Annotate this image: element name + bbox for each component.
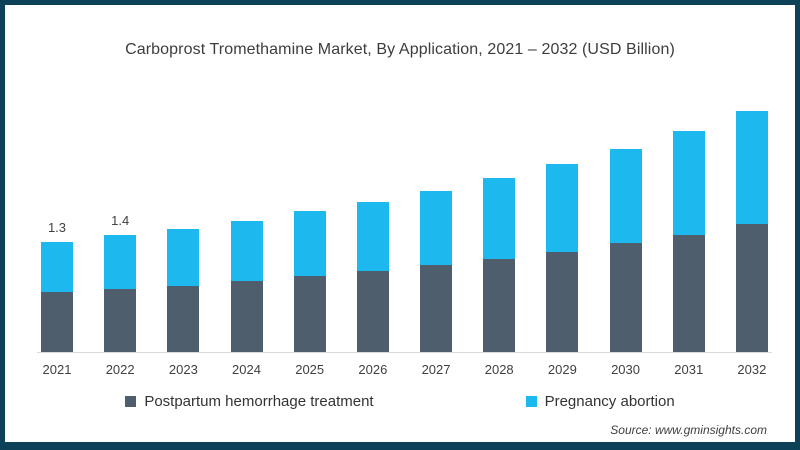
bar-segment-postpartum-2031 — [672, 235, 705, 352]
bar-group-2031 — [669, 105, 709, 352]
bar-segment-pregnancy-2023 — [167, 229, 200, 286]
x-axis-labels: 2021 2022 2023 2024 2025 2026 2027 2028 2029 2030… — [37, 353, 772, 377]
bar-group-2023 — [163, 105, 203, 352]
x-axis-label-2030: 2030 — [611, 362, 640, 377]
bar-stack-2031 — [672, 131, 705, 352]
bar-segment-pregnancy-2021 — [41, 242, 73, 292]
x-axis-label-2021: 2021 — [42, 362, 72, 377]
bar-group-2028 — [479, 105, 519, 352]
bar-group-2022: 1.4 — [100, 105, 140, 352]
legend-label-pregnancy: Pregnancy abortion — [544, 393, 675, 410]
legend-item-postpartum: Postpartum hemorrhage treatment — [125, 393, 374, 410]
bar-value-label-2021: 1.3 — [47, 220, 67, 235]
plot-area: 1.3 1.4 2021 2022 2023 2024 2025 2026 2027 2028 2… — [37, 105, 772, 377]
x-axis-label-2024: 2024 — [232, 362, 261, 377]
bar-stack-2027 — [420, 191, 453, 352]
legend-item-pregnancy: Pregnancy abortion — [525, 393, 675, 410]
bar-value-label-2022: 1.4 — [111, 213, 130, 228]
bar-group-2025 — [290, 105, 330, 352]
bar-segment-pregnancy-2025 — [293, 211, 326, 276]
x-axis-label-2028: 2028 — [484, 362, 514, 377]
bar-stack-2030 — [609, 149, 642, 352]
bar-stack-2021 — [41, 242, 73, 352]
bar-group-2029 — [542, 105, 582, 352]
x-axis-label-2023: 2023 — [168, 362, 198, 377]
x-axis-label-2029: 2029 — [547, 362, 577, 377]
bar-stack-2026 — [356, 202, 389, 352]
chart-title: Carboprost Tromethamine Market, By Appli… — [125, 41, 675, 58]
bar-segment-pregnancy-2026 — [356, 202, 389, 271]
bar-segment-postpartum-2028 — [483, 259, 516, 352]
bar-segment-postpartum-2025 — [293, 276, 326, 352]
legend: Postpartum hemorrhage treatment Pregnanc… — [5, 393, 795, 410]
bar-group-2032 — [732, 105, 772, 352]
bar-stack-2032 — [735, 111, 768, 352]
x-axis-label-2022: 2022 — [105, 362, 135, 377]
x-axis-label-2031: 2031 — [674, 362, 704, 377]
x-axis-line — [37, 352, 772, 353]
bar-segment-pregnancy-2032 — [735, 111, 768, 224]
bar-stack-2022 — [104, 235, 137, 352]
bar-stack-2029 — [546, 164, 579, 352]
bar-segment-postpartum-2027 — [420, 265, 453, 352]
bar-segment-postpartum-2023 — [167, 286, 200, 352]
postpartum-swatch-icon — [125, 396, 137, 407]
x-axis-label-2032: 2032 — [737, 362, 767, 377]
bar-group-2021: 1.3 — [37, 105, 77, 352]
bar-segment-postpartum-2030 — [609, 243, 642, 352]
bar-segment-pregnancy-2031 — [672, 131, 705, 235]
bar-segment-pregnancy-2022 — [104, 235, 137, 289]
x-axis-label-2027: 2027 — [421, 362, 451, 377]
bar-segment-pregnancy-2024 — [230, 221, 263, 281]
pregnancy-swatch-icon — [525, 396, 537, 407]
bar-segment-postpartum-2024 — [230, 281, 263, 352]
bar-segment-postpartum-2021 — [41, 292, 73, 352]
bar-segment-pregnancy-2030 — [609, 149, 642, 243]
bar-group-2026 — [353, 105, 393, 352]
bar-stack-2025 — [293, 211, 326, 352]
bars-row: 1.3 1.4 — [37, 105, 772, 352]
bar-stack-2023 — [167, 229, 200, 352]
bar-segment-postpartum-2022 — [104, 289, 137, 352]
bar-group-2024 — [227, 105, 267, 352]
bar-segment-pregnancy-2028 — [483, 178, 516, 259]
bar-segment-postpartum-2029 — [546, 252, 579, 352]
x-axis-label-2026: 2026 — [358, 362, 388, 377]
bar-segment-pregnancy-2029 — [546, 164, 579, 252]
bar-segment-postpartum-2032 — [735, 224, 768, 352]
x-axis-label-2025: 2025 — [295, 362, 325, 377]
bar-segment-postpartum-2026 — [356, 271, 389, 352]
legend-label-postpartum: Postpartum hemorrhage treatment — [144, 393, 374, 410]
bar-stack-2024 — [230, 221, 263, 352]
source-attribution: Source: www.gminsights.com — [610, 423, 767, 437]
bar-group-2030 — [606, 105, 646, 352]
bar-stack-2028 — [483, 178, 516, 352]
bar-segment-pregnancy-2027 — [420, 191, 453, 265]
bar-group-2027 — [416, 105, 456, 352]
